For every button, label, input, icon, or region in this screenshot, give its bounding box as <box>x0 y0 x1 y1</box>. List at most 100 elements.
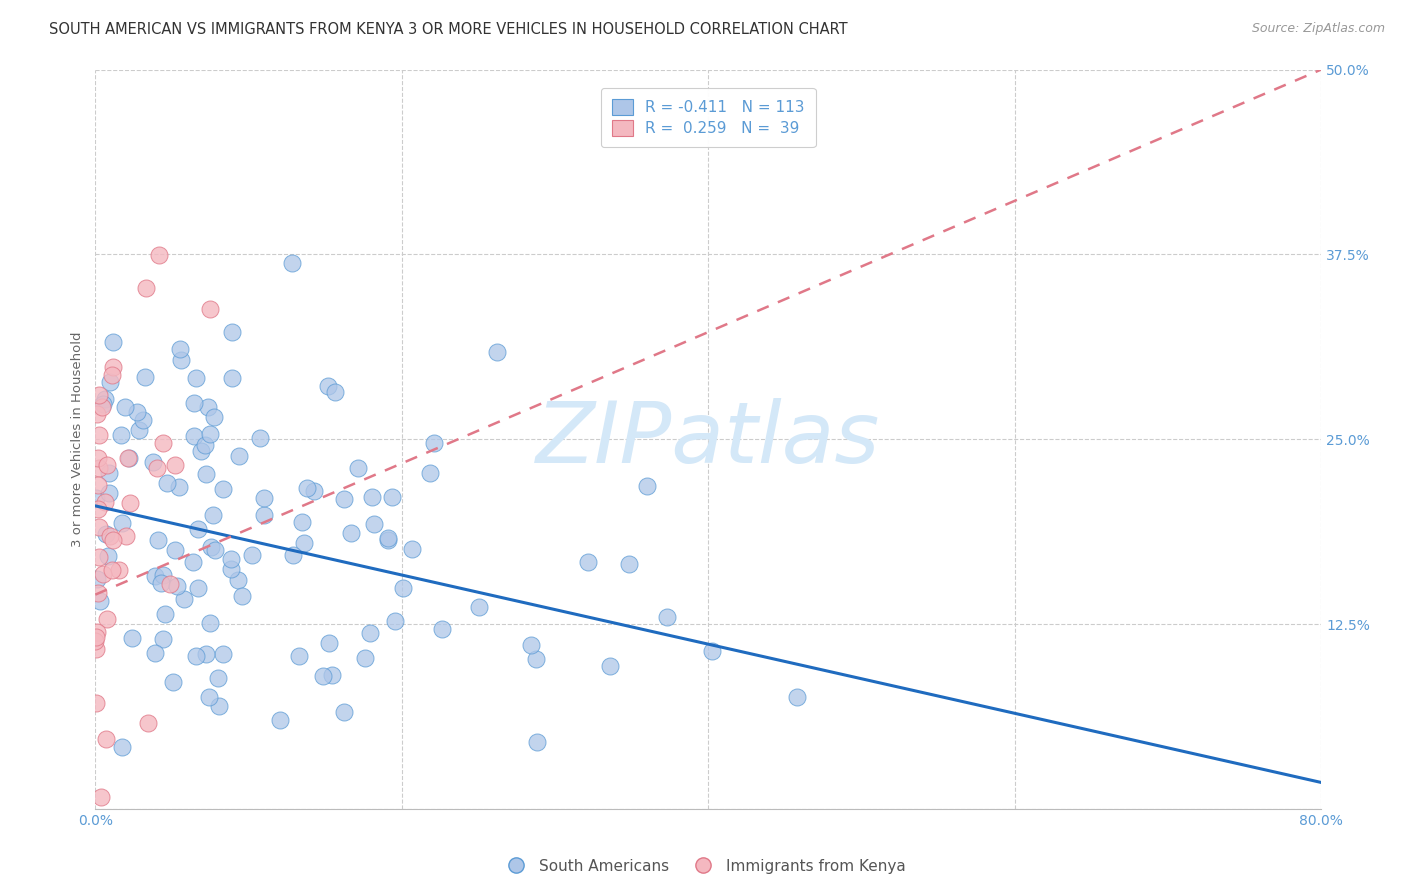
Point <box>91 397 114 411</box>
Point <box>786 690 808 705</box>
Point <box>152 567 174 582</box>
Point <box>353 650 375 665</box>
Point <box>84 491 107 505</box>
Point <box>86 641 108 656</box>
Point <box>148 247 170 261</box>
Point <box>89 427 111 442</box>
Point <box>384 615 406 629</box>
Point <box>240 549 263 563</box>
Point <box>657 610 679 624</box>
Point <box>617 558 640 572</box>
Point <box>156 475 179 490</box>
Point <box>253 508 276 522</box>
Point <box>190 444 212 458</box>
Point <box>183 429 205 443</box>
Point <box>87 461 110 475</box>
Point <box>599 659 621 673</box>
Point <box>170 352 193 367</box>
Point <box>142 455 165 469</box>
Point <box>86 572 108 586</box>
Point <box>117 450 139 465</box>
Point <box>195 467 218 482</box>
Point <box>127 405 149 419</box>
Point <box>318 636 340 650</box>
Point <box>219 551 242 566</box>
Point <box>228 449 250 463</box>
Point <box>97 549 120 564</box>
Legend: R = -0.411   N = 113, R =  0.259   N =  39: R = -0.411 N = 113, R = 0.259 N = 39 <box>600 88 815 147</box>
Point <box>377 533 399 547</box>
Point <box>198 690 221 705</box>
Point <box>114 529 136 543</box>
Point <box>201 508 224 523</box>
Point <box>316 379 339 393</box>
Point <box>114 400 136 414</box>
Point <box>269 713 291 727</box>
Point <box>636 479 658 493</box>
Point <box>198 616 221 631</box>
Point <box>321 668 343 682</box>
Point <box>153 607 176 621</box>
Point <box>98 376 121 390</box>
Point <box>187 522 209 536</box>
Point <box>136 716 159 731</box>
Point <box>96 612 118 626</box>
Point <box>86 477 108 491</box>
Point <box>101 335 124 350</box>
Point <box>467 599 489 614</box>
Point <box>101 360 124 375</box>
Point <box>118 496 141 510</box>
Point <box>208 699 231 714</box>
Point <box>187 581 209 595</box>
Point <box>86 407 108 421</box>
Point <box>359 626 381 640</box>
Point <box>363 516 385 531</box>
Point <box>94 527 117 541</box>
Point <box>194 438 217 452</box>
Point <box>347 460 370 475</box>
Point <box>96 458 118 473</box>
Point <box>304 484 326 499</box>
Point <box>152 632 174 646</box>
Y-axis label: 3 or more Vehicles in Household: 3 or more Vehicles in Household <box>72 332 84 547</box>
Point <box>87 550 110 565</box>
Point <box>165 543 187 558</box>
Point <box>287 648 309 663</box>
Point <box>183 396 205 410</box>
Point <box>86 630 108 644</box>
Point <box>166 579 188 593</box>
Point <box>221 371 243 385</box>
Point <box>339 525 361 540</box>
Point <box>212 647 235 661</box>
Point <box>167 480 190 494</box>
Point <box>163 458 186 473</box>
Point <box>108 563 131 577</box>
Text: ZIPatlas: ZIPatlas <box>536 398 880 481</box>
Point <box>146 533 169 548</box>
Point <box>253 491 276 505</box>
Text: SOUTH AMERICAN VS IMMIGRANTS FROM KENYA 3 OR MORE VEHICLES IN HOUSEHOLD CORRELAT: SOUTH AMERICAN VS IMMIGRANTS FROM KENYA … <box>49 22 848 37</box>
Point <box>186 648 208 663</box>
Point <box>94 732 117 747</box>
Point <box>576 555 599 569</box>
Point <box>117 451 139 466</box>
Point <box>89 520 111 534</box>
Point <box>202 410 225 425</box>
Point <box>111 516 134 530</box>
Point <box>146 461 169 475</box>
Point <box>98 529 121 543</box>
Point <box>90 789 112 804</box>
Point <box>200 302 222 317</box>
Point <box>333 491 356 506</box>
Point <box>221 326 243 340</box>
Point <box>87 502 110 516</box>
Point <box>311 669 333 683</box>
Text: Source: ZipAtlas.com: Source: ZipAtlas.com <box>1251 22 1385 36</box>
Point <box>377 532 399 546</box>
Point <box>93 495 115 509</box>
Point <box>162 675 184 690</box>
Point <box>249 431 271 445</box>
Point <box>143 646 166 660</box>
Point <box>128 423 150 437</box>
Point <box>89 594 111 608</box>
